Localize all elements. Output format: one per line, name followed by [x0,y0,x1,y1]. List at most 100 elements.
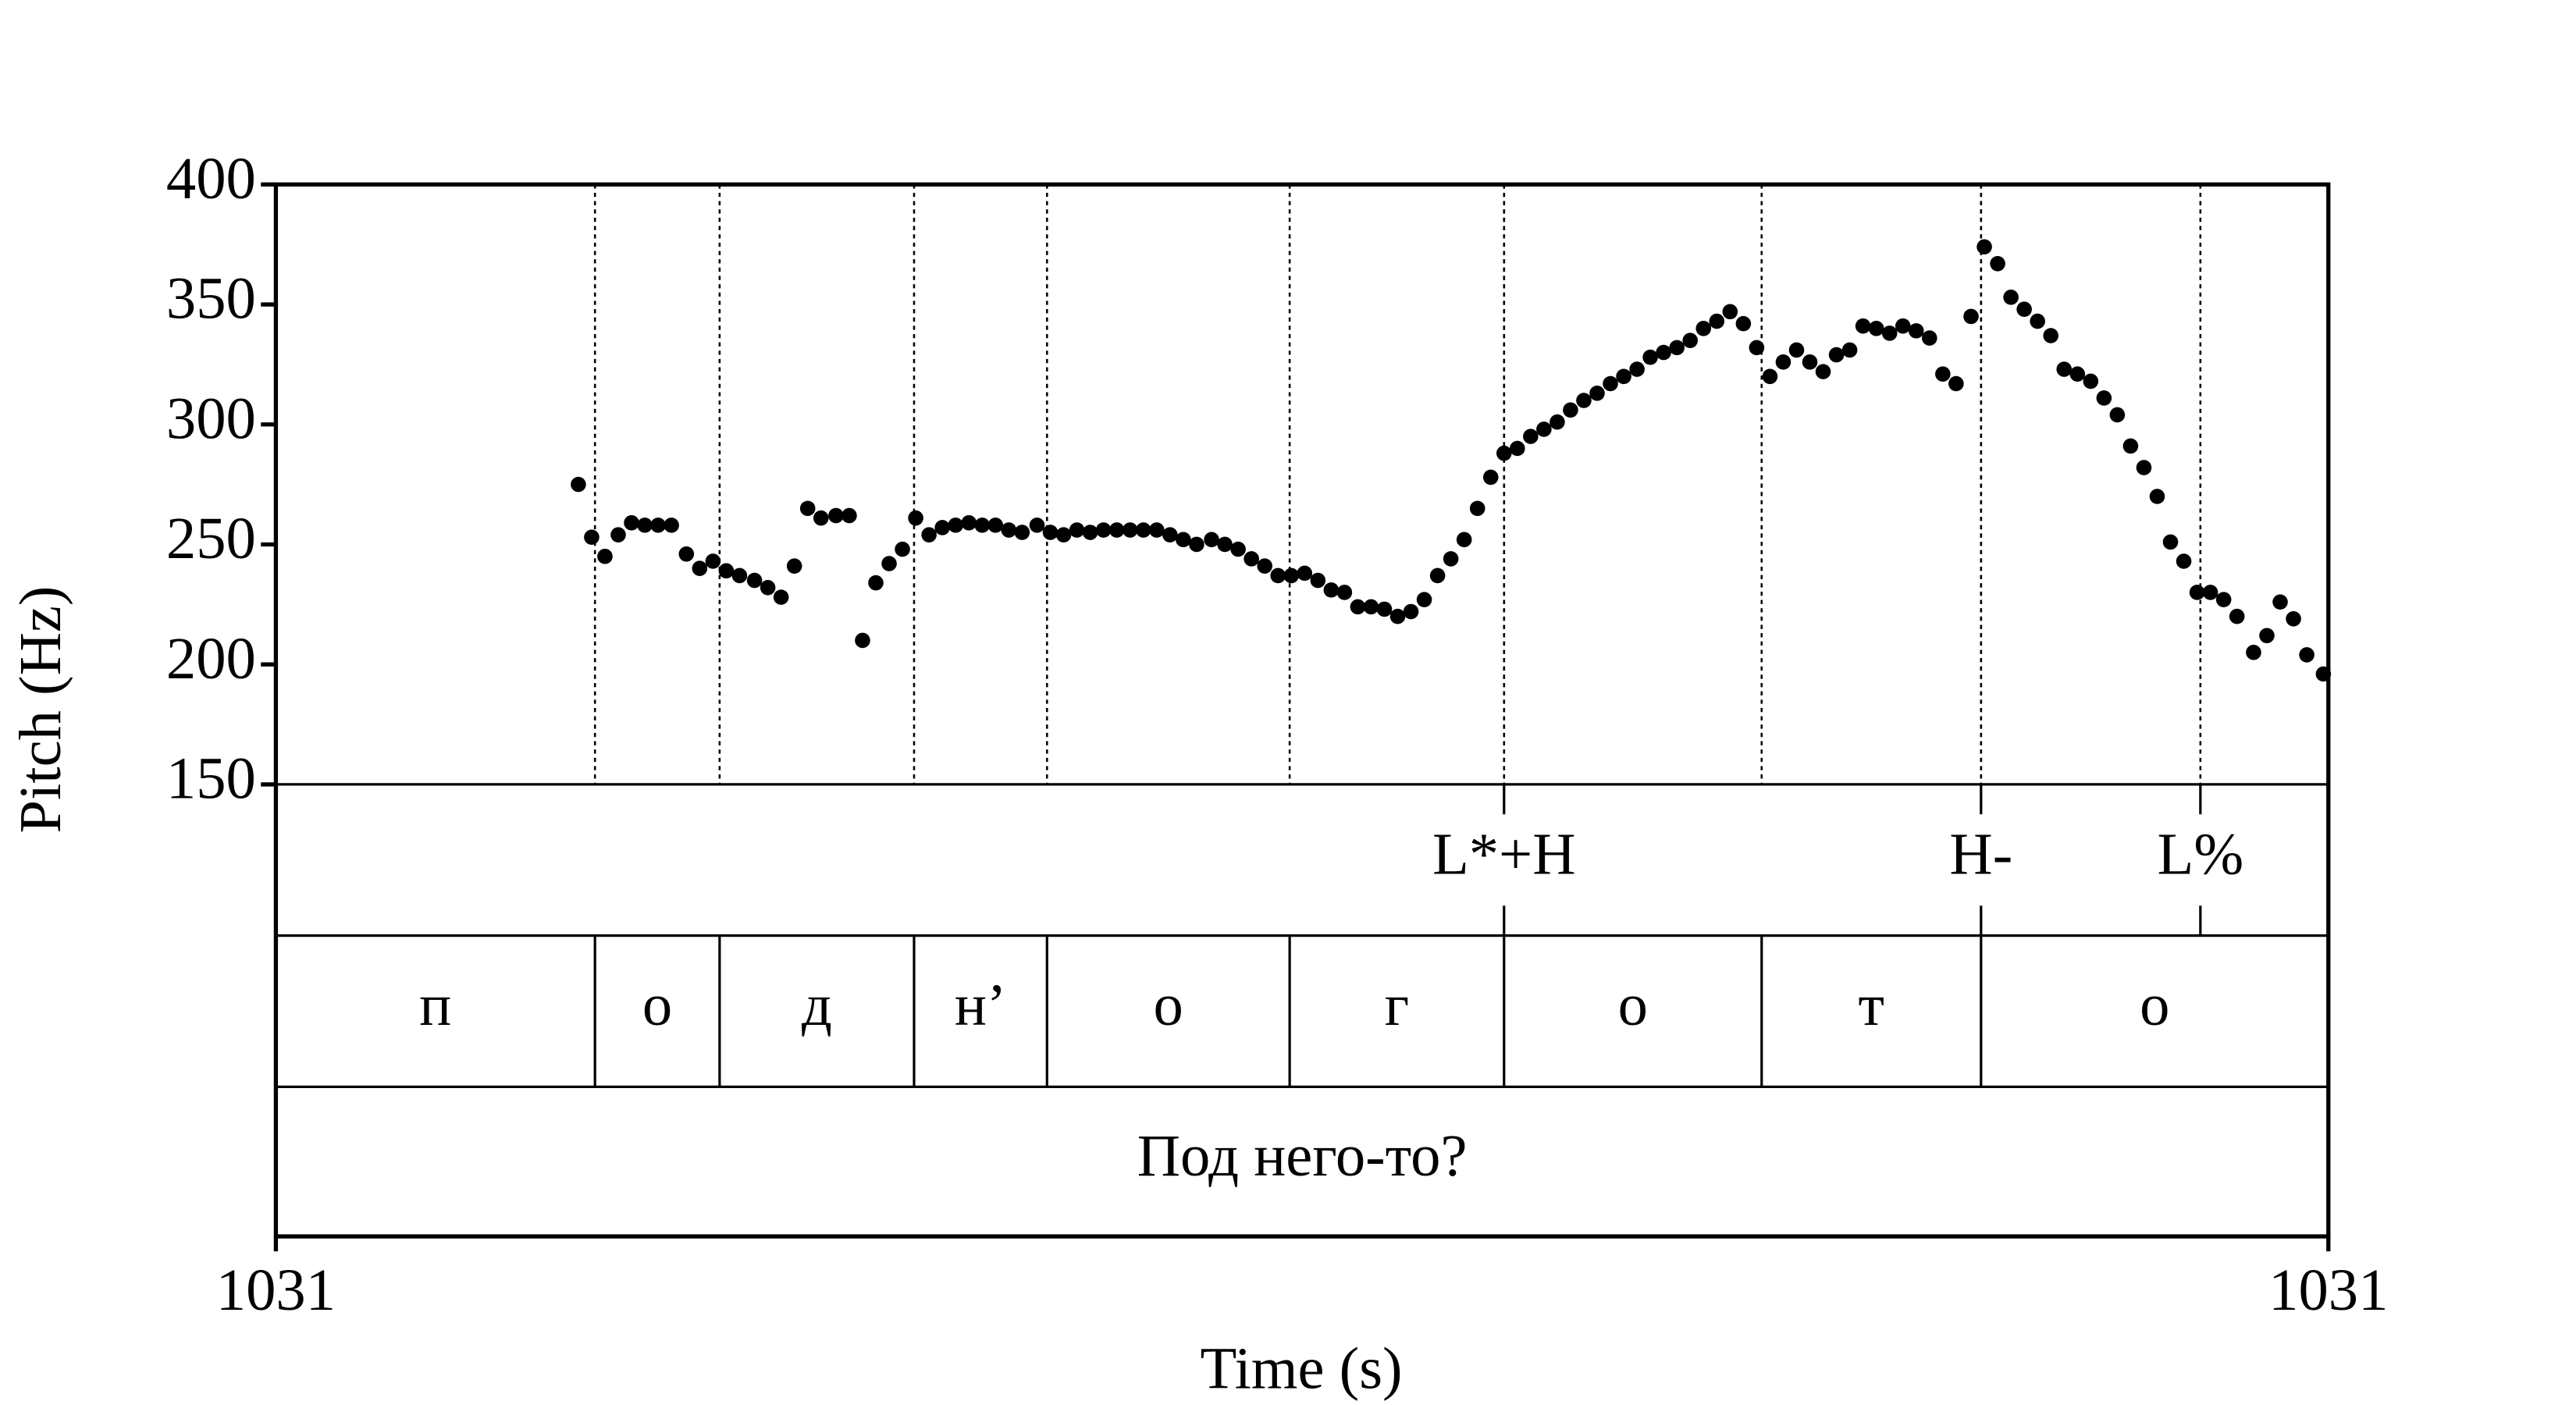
tone-label: L% [2158,820,2244,887]
tone-label: L*+H [1432,820,1576,887]
pitch-point [718,563,735,579]
segment-label: о [2140,972,2169,1038]
pitch-point [961,515,977,531]
pitch-point [571,476,586,493]
pitch-point [2136,460,2152,475]
pitch-point [1722,304,1738,320]
pitch-point [799,500,816,517]
pitch-point [2176,553,2192,569]
pitch-point [678,546,695,562]
pitch-point [1244,551,1259,567]
pitch-point [584,529,600,546]
pitch-point [1456,532,1472,548]
pitch-point [1616,368,1631,385]
pitch-point [1469,500,1485,517]
pitch-point [2272,594,2288,610]
pitch-point [1948,375,1964,392]
pitch-point [1297,565,1313,582]
segment-label: т [1859,972,1885,1038]
x-tick-label: 1031 [2268,1257,2388,1323]
pitch-point [934,520,950,535]
segment-label: п [419,972,451,1038]
pitch-point [664,518,679,533]
pitch-point [855,632,870,649]
pitch-point [841,507,857,524]
y-tick-label: 200 [166,625,256,692]
pitch-point [2149,489,2165,504]
pitch-point [746,572,763,589]
pitch-point [1709,313,1725,329]
segment-label: о [642,972,672,1038]
pitch-point [1935,366,1951,382]
pitch-point [1868,320,1884,336]
pitch-point [597,549,613,564]
pitch-point [1042,525,1059,540]
pitch-point [1363,599,1379,615]
pitch-point [1069,522,1085,538]
pitch-point [650,518,666,533]
pitch-point [1775,354,1791,370]
pitch-point [1270,567,1286,584]
pitch-point [1669,340,1685,356]
pitch-point [1922,330,1937,346]
y-tick-label: 300 [166,385,256,451]
pitch-point [1204,532,1219,548]
pitch-point [1135,522,1151,538]
pitch-point [1788,342,1805,358]
segment-label: н’ [955,972,1007,1038]
pitch-point [1350,599,1366,615]
pitch-point [1510,440,1525,457]
x-tick-label: 1031 [216,1257,336,1323]
pitch-point [1416,592,1432,607]
pitch-point [895,541,910,557]
pitch-point [1257,558,1272,574]
y-axis-title: Pitch (Hz) [7,586,73,834]
pitch-point [1802,354,1818,370]
pitch-point [828,507,844,524]
pitch-point [1523,429,1539,444]
pitch-point [1403,603,1419,620]
pitch-point [2122,438,2139,454]
pitch-point [1443,551,1459,567]
pitch-point [1176,532,1191,548]
pitch-point [1189,536,1204,553]
pitch-point [1389,608,1406,624]
segment-label: д [802,972,832,1038]
pitch-point [2246,645,2261,660]
pitch-point [1482,469,1499,486]
pitch-point [2083,373,2099,389]
pitch-point [2162,534,2179,550]
pitch-point [1828,347,1845,363]
pitch-point [1014,525,1030,540]
x-axis-title: Time (s) [1201,1335,1403,1401]
y-tick-label: 250 [166,505,256,571]
y-tick-label: 350 [166,265,256,332]
pitch-point [2215,592,2232,607]
pitch-point [1695,320,1712,336]
pitch-point [2056,361,2073,377]
pitch-point [1749,340,1765,356]
pitch-point [1990,255,2005,272]
pitch-point [1001,522,1017,538]
pitch-point [921,527,937,542]
pitch-point [2229,608,2245,624]
pitch-point [1735,315,1752,332]
pitch-point [637,518,653,533]
pitch-point [2189,585,2205,600]
pitch-point [2030,313,2045,329]
pitch-point [908,510,923,526]
pitch-point [731,567,748,584]
pitch-point [1095,522,1112,538]
pitch-point [1336,585,1353,600]
pitch-point [868,574,884,591]
pitch-point [1310,572,1326,589]
pitch-point [1376,601,1393,617]
pitch-point [2016,301,2032,317]
pitch-point [692,560,708,577]
pitch-point [1082,525,1098,540]
y-tick-label: 150 [166,745,256,812]
pitch-point [2299,647,2314,663]
pitch-point [1122,522,1138,538]
pitch-point [1815,364,1831,379]
